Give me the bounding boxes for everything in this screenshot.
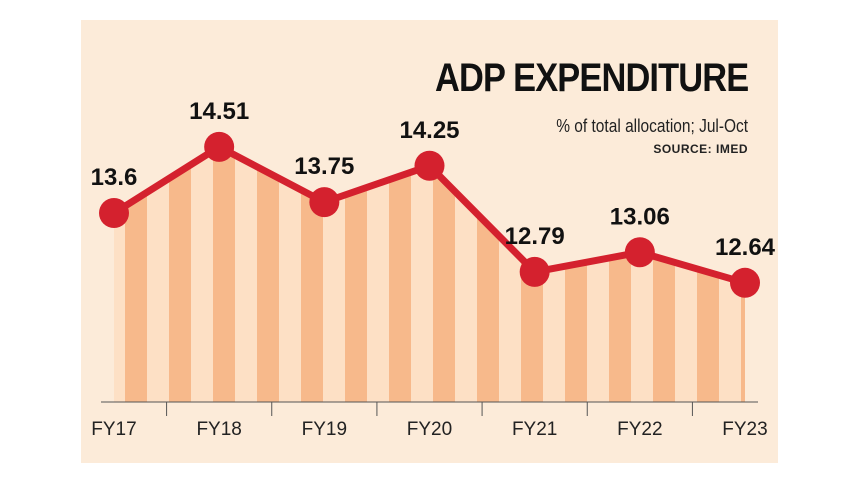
- data-label-fy18: 14.51: [189, 98, 249, 125]
- x-tick-fy22: FY22: [617, 419, 662, 440]
- area-fill: [114, 146, 745, 402]
- line-chart: 13.6 14.51 13.75 14.25 12.79 13.06 12.64 FY17 F…: [91, 98, 776, 440]
- x-tick-fy20: FY20: [407, 419, 452, 440]
- data-point-fy23: [730, 267, 760, 298]
- x-tick-fy19: FY19: [302, 419, 347, 440]
- data-point-fy18: [204, 131, 235, 162]
- chart-title: ADP EXPENDITURE: [434, 56, 749, 100]
- data-label-fy23: 12.64: [715, 234, 776, 261]
- data-point-fy17: [99, 198, 129, 229]
- data-point-fy20: [414, 150, 445, 181]
- data-point-fy22: [624, 237, 655, 268]
- x-tick-fy17: FY17: [91, 419, 136, 440]
- x-tick-fy18: FY18: [196, 419, 241, 440]
- x-tick-fy23: FY23: [722, 419, 767, 440]
- data-label-fy17: 13.6: [91, 164, 138, 191]
- data-label-fy21: 12.79: [505, 223, 565, 250]
- chart-card: 13.6 14.51 13.75 14.25 12.79 13.06 12.64 FY17 F…: [81, 20, 778, 463]
- data-label-fy20: 14.25: [399, 117, 459, 144]
- data-point-fy19: [309, 187, 340, 218]
- chart-subtitle: % of total allocation; Jul-Oct: [556, 116, 748, 136]
- data-label-fy19: 13.75: [294, 153, 354, 180]
- x-tick-fy21: FY21: [512, 419, 557, 440]
- data-label-fy22: 13.06: [610, 203, 670, 230]
- data-point-fy21: [519, 256, 550, 287]
- chart-source: SOURCE: IMED: [653, 142, 748, 156]
